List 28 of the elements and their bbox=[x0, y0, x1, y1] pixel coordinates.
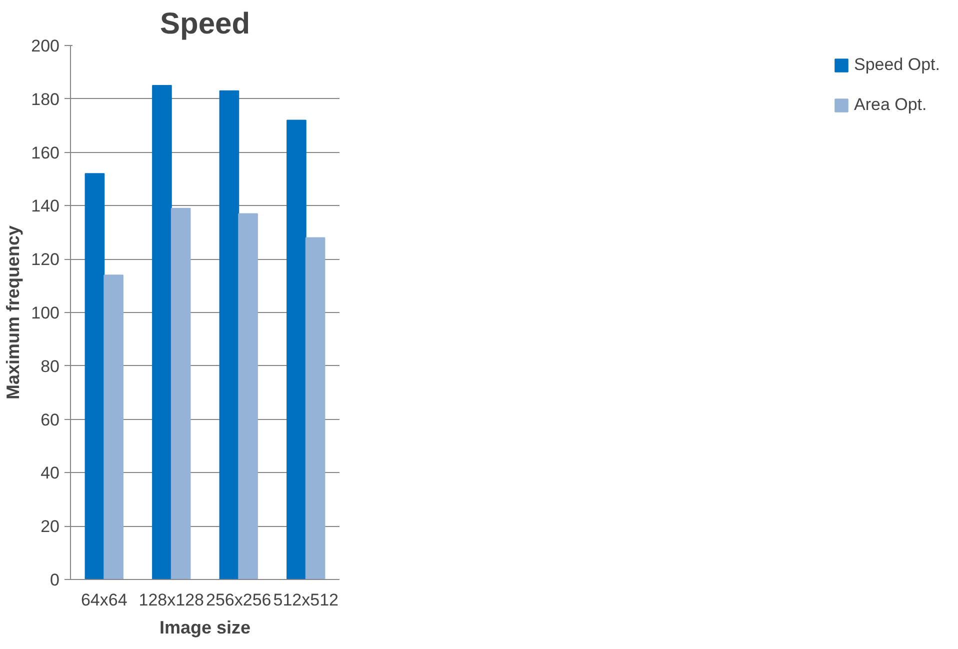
y-tick-label: 60 bbox=[40, 410, 60, 430]
y-tick-label: 0 bbox=[50, 570, 60, 590]
x-tick-label: 64x64 bbox=[80, 590, 128, 610]
y-tick-label: 40 bbox=[40, 464, 60, 483]
bar bbox=[305, 237, 326, 580]
y-tick-label: 80 bbox=[40, 356, 60, 376]
y-tick-label: 160 bbox=[31, 143, 60, 162]
legend-label: Speed Opt. bbox=[854, 55, 940, 75]
legend-label: Area Opt. bbox=[854, 95, 927, 115]
bar bbox=[84, 173, 105, 580]
bar bbox=[152, 85, 172, 580]
y-tick-label: 140 bbox=[31, 196, 60, 216]
y-tick-label: 20 bbox=[40, 517, 60, 536]
chart-title: Speed bbox=[160, 8, 250, 40]
y-tick-label: 180 bbox=[31, 90, 60, 109]
x-tick-label: 512x512 bbox=[273, 590, 338, 610]
y-tick-label: 100 bbox=[31, 304, 60, 322]
x-tick-label: 256x256 bbox=[206, 590, 272, 610]
x-tick-label: 128x128 bbox=[138, 590, 204, 610]
y-tick-label: 120 bbox=[31, 250, 60, 270]
y-tick-label: 200 bbox=[31, 36, 60, 56]
bar bbox=[286, 120, 306, 580]
bar bbox=[104, 274, 124, 580]
x-axis-title: Image size bbox=[159, 618, 251, 638]
bar bbox=[219, 90, 240, 580]
bar bbox=[238, 213, 258, 580]
y-axis-title: Maximum frequency bbox=[3, 225, 24, 400]
bar bbox=[170, 208, 191, 580]
